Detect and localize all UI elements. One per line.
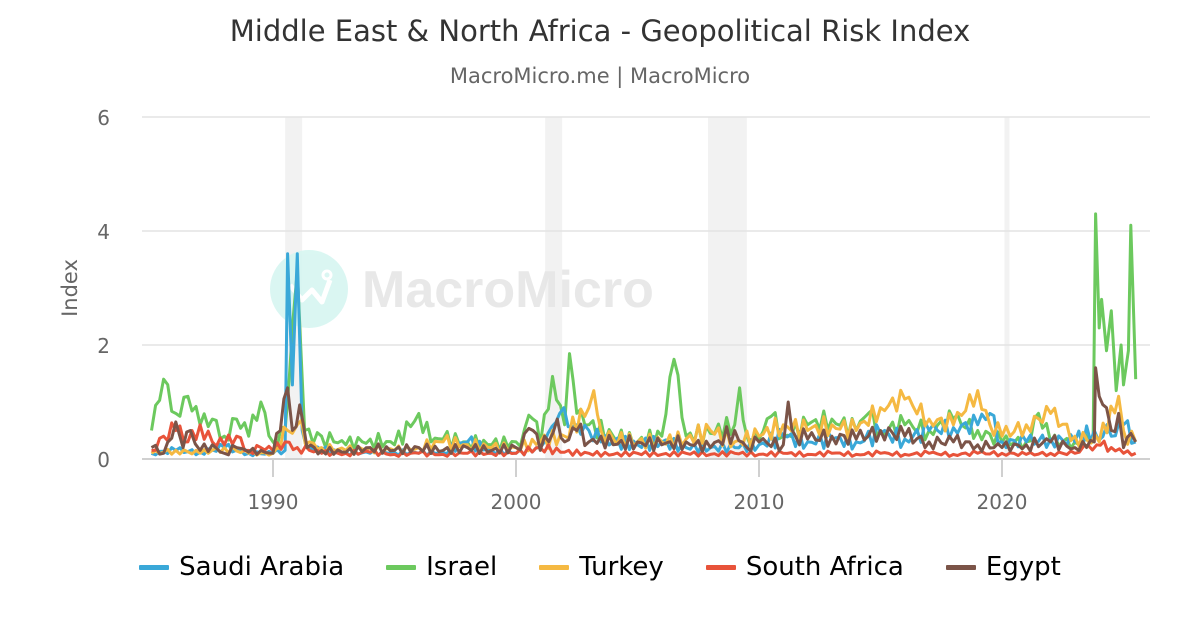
axes: 0 2 4 6 1990 2000 2010 2020 [97, 106, 1027, 514]
series-line-egypt[interactable] [150, 366, 1137, 457]
legend-item-south-africa[interactable]: South Africa [705, 552, 904, 582]
recession-band [1004, 117, 1010, 459]
chart-title: Middle East & North Africa - Geopolitica… [229, 14, 971, 48]
legend-item-egypt[interactable]: Egypt [945, 552, 1061, 582]
x-tick-label: 2000 [491, 490, 542, 514]
legend-label: Saudi Arabia [179, 552, 345, 582]
series-lines [150, 212, 1138, 458]
x-tick-label: 2020 [977, 490, 1028, 514]
x-tick-label: 2010 [734, 490, 785, 514]
y-axis-label: Index [58, 259, 82, 317]
watermark-text: MacroMicro [362, 261, 654, 319]
legend-label: Turkey [579, 552, 664, 582]
y-tick-label: 2 [97, 334, 110, 358]
watermark: MacroMicro [270, 250, 654, 328]
chart-subtitle: MacroMicro.me | MacroMicro [449, 64, 751, 88]
legend-swatch-icon [705, 564, 736, 570]
legend-item-turkey[interactable]: Turkey [539, 552, 664, 582]
watermark-logo-icon [270, 250, 348, 328]
legend-item-saudi-arabia[interactable]: Saudi Arabia [139, 552, 344, 582]
legend-swatch-icon [386, 564, 417, 570]
legend-item-israel[interactable]: Israel [386, 552, 497, 582]
recession-band [545, 117, 563, 459]
x-tick-label: 1990 [248, 490, 299, 514]
legend-label: Egypt [985, 552, 1061, 582]
legend-swatch-icon [139, 564, 170, 570]
y-tick-label: 0 [97, 448, 110, 472]
legend-swatch-icon [945, 564, 976, 570]
y-tick-label: 4 [97, 220, 110, 244]
legend-label: South Africa [745, 552, 904, 582]
legend: Saudi Arabia Israel Turkey South Africa Egyp… [0, 552, 1200, 582]
line-chart: MacroMicro 0 2 4 6 1990 2000 2010 2020 Index [58, 106, 1150, 514]
legend-swatch-icon [539, 564, 570, 570]
gridlines [142, 116, 1150, 460]
legend-label: Israel [426, 552, 498, 582]
y-tick-label: 6 [97, 106, 110, 130]
